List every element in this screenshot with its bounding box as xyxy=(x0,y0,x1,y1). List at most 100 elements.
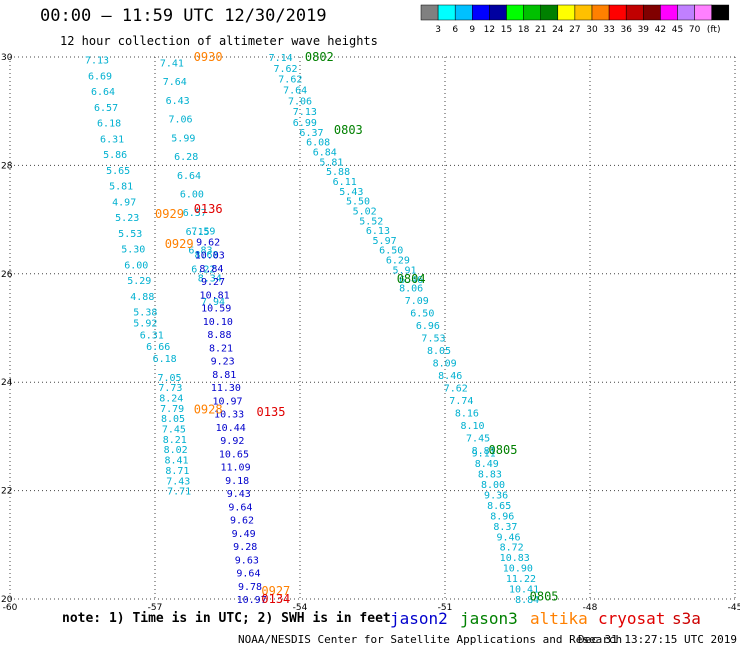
time-label: 0805 xyxy=(530,589,559,603)
x-tick-label: -45 xyxy=(728,603,740,613)
swh-value: 7.62 xyxy=(444,383,468,394)
swh-value: 6.50 xyxy=(379,246,403,257)
swh-value: 7.62 xyxy=(273,64,297,75)
swh-value: 7.41 xyxy=(160,58,184,69)
swh-value: 8.41 xyxy=(164,456,188,467)
swh-value: 8.37 xyxy=(493,522,517,533)
swh-value: 6.37 xyxy=(299,128,323,139)
swh-value: 8.84 xyxy=(199,264,223,275)
swh-value: 9.78 xyxy=(238,582,262,593)
swh-value: 8.34 xyxy=(198,273,222,284)
swh-value: 9.36 xyxy=(484,490,508,501)
swh-value: 5.92 xyxy=(133,319,157,330)
swh-value: 8.10 xyxy=(460,421,484,432)
swh-value: 7.64 xyxy=(283,86,307,97)
swh-value: 9.62 xyxy=(196,237,220,248)
swh-value: 8.49 xyxy=(475,459,499,470)
swh-value: 10.90 xyxy=(503,564,533,575)
legend-altika: altika xyxy=(530,609,588,628)
swh-value: 6.18 xyxy=(153,354,177,365)
chart-subtitle: 12 hour collection of altimeter wave hei… xyxy=(60,34,378,48)
time-label: 0134 xyxy=(261,592,290,606)
swh-value: 9.62 xyxy=(230,516,254,527)
swh-value: 5.91 xyxy=(392,265,416,276)
swh-value: 11.30 xyxy=(211,383,241,394)
swh-value: 4.97 xyxy=(112,197,136,208)
time-label: 0928 xyxy=(194,402,223,416)
swh-value: 8.05 xyxy=(161,414,185,425)
swh-value: 8.02 xyxy=(164,445,188,456)
colorbar-tick-label: 27 xyxy=(569,25,580,35)
swh-value: 6.43 xyxy=(166,96,190,107)
swh-value: 10.97 xyxy=(237,595,267,606)
swh-value: 8.83 xyxy=(478,470,502,481)
swh-value: 5.23 xyxy=(115,213,139,224)
plot-area: -60 -57 -54 -51 -48 -45 20 22 24 26 28 30 7.13 6.69 6.… xyxy=(1,50,740,613)
legend-jason2: jason2 xyxy=(390,609,448,628)
note-text: note: 1) Time is in UTC; 2) SWH is in fe… xyxy=(62,611,391,626)
swh-value: 7.05 xyxy=(157,373,181,384)
swh-value: 9.11 xyxy=(472,449,496,460)
swh-value: 9.43 xyxy=(227,489,251,500)
swh-value: 9.63 xyxy=(235,555,259,566)
colorbar-tick-label: 3 xyxy=(435,25,441,35)
swh-value: 7.79 xyxy=(160,404,184,415)
colorbar-tick-label: 30 xyxy=(586,25,598,35)
swh-value: 10.83 xyxy=(500,553,530,564)
swh-value: 5.81 xyxy=(319,157,343,168)
y-tick-label: 22 xyxy=(1,487,12,497)
swh-value: 5.02 xyxy=(353,206,377,217)
swh-value: 10.44 xyxy=(216,423,246,434)
timestamp-text: Dec 31 13:27:15 UTC 2019 xyxy=(578,633,737,646)
swh-value: 7.45 xyxy=(162,425,186,436)
time-label: 0804 xyxy=(397,272,426,286)
swh-value: 5.52 xyxy=(359,216,383,227)
swh-value: 7.71 xyxy=(167,487,191,498)
swh-value: 7.62 xyxy=(278,75,302,86)
swh-value: 9.64 xyxy=(236,569,260,580)
swh-value: 6.00 xyxy=(124,260,148,271)
colorbar-tick-label: 21 xyxy=(535,25,546,35)
swh-value: 7.64 xyxy=(163,77,187,88)
swh-value: 6.64 xyxy=(91,87,115,98)
swh-value: 7.59 xyxy=(191,226,215,237)
swh-value: 9.92 xyxy=(220,436,244,447)
time-label: 0927 xyxy=(261,584,290,598)
colorbar-tick-label: 33 xyxy=(603,25,614,35)
swh-value: 10.10 xyxy=(203,317,233,328)
swh-value: 11.22 xyxy=(506,574,536,585)
swh-value: 10.65 xyxy=(219,449,249,460)
colorbar-tick-label: 15 xyxy=(501,25,512,35)
swh-value: 7.94 xyxy=(201,297,225,308)
swh-value: 6.31 xyxy=(100,134,124,145)
swh-value: 9.23 xyxy=(211,357,235,368)
x-tick-label: -60 xyxy=(3,603,18,613)
swh-value: 10.97 xyxy=(212,396,242,407)
swh-value: 5.53 xyxy=(118,229,142,240)
colorbar-tick-label: 36 xyxy=(620,25,632,35)
swh-value: 5.88 xyxy=(326,167,350,178)
swh-value: 7.45 xyxy=(466,433,490,444)
swh-value: 6.84 xyxy=(313,148,337,159)
swh-value: 6.83 xyxy=(188,246,212,257)
time-label: 0803 xyxy=(334,123,363,137)
credit-text: NOAA/NESDIS Center for Satellite Applica… xyxy=(238,633,623,646)
swh-value: 7.74 xyxy=(449,396,473,407)
swh-value: 7.14 xyxy=(269,53,293,64)
swh-value: 6.11 xyxy=(333,177,357,188)
swh-value: 9.64 xyxy=(228,502,252,513)
swh-value: 5.97 xyxy=(373,236,397,247)
swh-value: 8.21 xyxy=(209,343,233,354)
time-label: 0930 xyxy=(194,50,223,64)
swh-value: 9.46 xyxy=(496,532,520,543)
swh-value: 6.31 xyxy=(140,330,164,341)
swh-value: 8.81 xyxy=(212,370,236,381)
swh-value: 8.96 xyxy=(490,511,514,522)
colorbar-tick-label: 24 xyxy=(552,25,564,35)
swh-value: 6.96 xyxy=(416,321,440,332)
swh-value: 6.13 xyxy=(366,226,390,237)
swh-value: 10.59 xyxy=(201,304,231,315)
legend-s3a: s3a xyxy=(672,609,701,628)
swh-value: 7.13 xyxy=(293,107,317,118)
swh-value: 10.81 xyxy=(200,290,230,301)
